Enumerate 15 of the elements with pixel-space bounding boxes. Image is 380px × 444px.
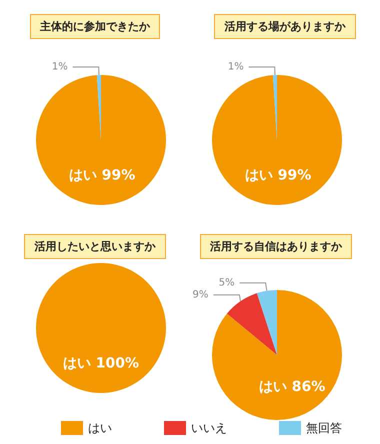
- chart-title: 活用する自信はありますか: [209, 240, 343, 253]
- slice-label: はい 99%: [68, 167, 136, 184]
- data-label: 1%: [228, 62, 244, 73]
- data-label: 5%: [218, 277, 235, 288]
- slice-label: はい 99%: [244, 167, 312, 184]
- legend-label: 無回答: [306, 421, 342, 435]
- legend-label: はい: [88, 421, 112, 435]
- chart-title: 主体的に参加できたか: [39, 20, 151, 33]
- legend-label: いいえ: [191, 421, 227, 435]
- chart-title: 活用したいと思いますか: [34, 240, 156, 253]
- slice-label: はい 100%: [62, 356, 140, 372]
- data-label: 1%: [52, 62, 68, 73]
- data-label: 9%: [192, 289, 208, 300]
- chart-title: 活用する場がありますか: [224, 20, 346, 33]
- category-label: はい 86%: [258, 379, 326, 396]
